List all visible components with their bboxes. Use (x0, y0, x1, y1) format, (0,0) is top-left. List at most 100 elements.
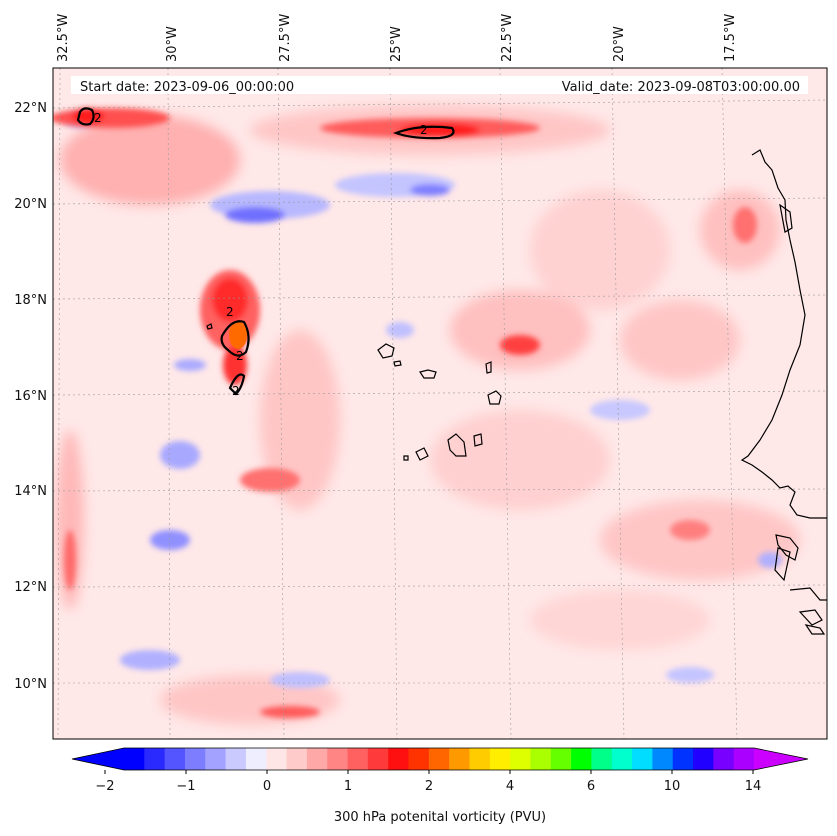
lon-label: 30°W (165, 26, 180, 62)
map-frame (52, 67, 828, 740)
colorbar-tick-label: 14 (745, 779, 762, 794)
contour-south-lobe (228, 373, 246, 396)
colorbar-cell (225, 748, 247, 770)
colorbar-cell (205, 748, 227, 770)
colorbar-cell (428, 748, 450, 770)
start-date: Start date: 2023-09-06_00:00:00 (80, 80, 294, 95)
colorbar-cell (347, 748, 369, 770)
lon-label: 32.5°W (56, 14, 71, 62)
colorbar-cell (611, 748, 633, 770)
colorbar-cell (510, 748, 531, 770)
contour-label: 2 (420, 123, 428, 137)
colorbar-cell (672, 748, 694, 770)
colorbar-cell (367, 748, 389, 770)
pv-maximum-orange (229, 321, 247, 349)
island-speck (206, 323, 213, 330)
island-sao-vicente (393, 360, 402, 367)
colorbar-cell (591, 748, 613, 770)
colorbar-cell (144, 748, 166, 770)
lon-label: 20°W (612, 26, 627, 62)
island-brava (403, 455, 409, 461)
map-panel: 2 2 2 2 2 Star (53, 68, 827, 739)
colorbar-tick-label: 2 (425, 779, 433, 794)
colorbar-cell (713, 748, 735, 770)
colorbar-cell (306, 748, 328, 770)
colorbar-cell (388, 748, 409, 770)
coast-detail (789, 587, 827, 601)
colorbar-tick-label: 6 (587, 779, 595, 794)
colorbar-cell (733, 748, 755, 770)
latitude-labels: 22°N 20°N 18°N 16°N 14°N 12°N 10°N (14, 101, 47, 692)
coast-detail (804, 624, 826, 635)
lon-label: 25°W (389, 26, 404, 62)
colorbar-cell (327, 748, 348, 770)
colorbar-ticks (104, 770, 754, 774)
lat-label: 14°N (14, 484, 47, 499)
colorbar-cell (550, 748, 572, 770)
contour-northwest (76, 107, 95, 126)
colorbar-cell (469, 748, 491, 770)
island-boa-vista (487, 390, 502, 405)
colorbar-tick-label: 10 (664, 779, 681, 794)
colorbar-cell (693, 748, 714, 770)
contour-label: 2 (94, 111, 102, 125)
contour-label: 2 (226, 305, 234, 319)
colorbar-extend-high (754, 748, 808, 770)
colorbar-outline (71, 747, 809, 771)
colorbar-extend-low (72, 748, 124, 770)
lon-label: 22.5°W (500, 14, 515, 62)
coast-detail (798, 609, 823, 626)
lat-label: 22°N (14, 101, 47, 116)
lat-label: 16°N (14, 389, 47, 404)
colorbar-cell (652, 748, 674, 770)
date-banner (71, 76, 808, 94)
colorbar-title: 300 hPa potenital vorticity (PVU) (334, 810, 546, 825)
colorbar-tick-label: −2 (95, 779, 114, 794)
colorbar-cell (571, 748, 592, 770)
colorbar-tick-label: 1 (344, 779, 352, 794)
colorbar-cells (124, 748, 755, 770)
coast-detail (775, 534, 799, 561)
contour-label: 2 (236, 349, 244, 363)
colorbar-cell (489, 748, 511, 770)
african-coastline (740, 149, 827, 519)
colorbar-tick-label: 4 (506, 779, 514, 794)
pv-2-contours (76, 107, 455, 396)
lon-label: 27.5°W (278, 14, 293, 62)
colorbar-cell (408, 748, 430, 770)
coast-detail (774, 547, 791, 582)
colorbar-cell (266, 748, 287, 770)
valid-date: Valid_date: 2023-09-08T03:00:00.00 (562, 80, 800, 95)
contour-labels: 2 2 2 2 2 (94, 111, 428, 398)
lon-label: 17.5°W (723, 14, 738, 62)
island-sao-nicolau (419, 369, 437, 379)
island-maio (473, 433, 483, 447)
contour-label: 2 (232, 384, 240, 398)
pv-light-pink-field (56, 105, 800, 725)
colorbar-cell (245, 748, 267, 770)
colorbar-cell (286, 748, 308, 770)
colorbar-cell (184, 748, 206, 770)
colorbar-cell (124, 748, 145, 770)
contour-north-band (392, 125, 455, 140)
coastlines (206, 149, 827, 635)
colorbar-tick-label: −1 (176, 779, 195, 794)
graticule (53, 68, 827, 739)
island-fogo (415, 447, 429, 461)
lat-label: 10°N (14, 677, 47, 692)
island-santo-antao (377, 343, 395, 359)
island-sal (485, 361, 492, 374)
colorbar-cell (632, 748, 653, 770)
lat-label: 12°N (14, 580, 47, 595)
island-santiago (447, 433, 467, 457)
coast-detail (779, 203, 793, 233)
colorbar-cell (449, 748, 470, 770)
colorbar-cell (164, 748, 186, 770)
lat-label: 20°N (14, 197, 47, 212)
colorbar-cell (530, 748, 552, 770)
lat-label: 18°N (14, 293, 47, 308)
longitude-labels: 32.5°W 30°W 27.5°W 25°W 22.5°W 20°W 17.5… (56, 14, 738, 62)
contour-center-west (220, 320, 250, 357)
colorbar-tick-label: 0 (263, 779, 271, 794)
